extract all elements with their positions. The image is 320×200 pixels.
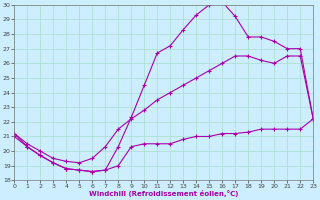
X-axis label: Windchill (Refroidissement éolien,°C): Windchill (Refroidissement éolien,°C) (89, 190, 238, 197)
